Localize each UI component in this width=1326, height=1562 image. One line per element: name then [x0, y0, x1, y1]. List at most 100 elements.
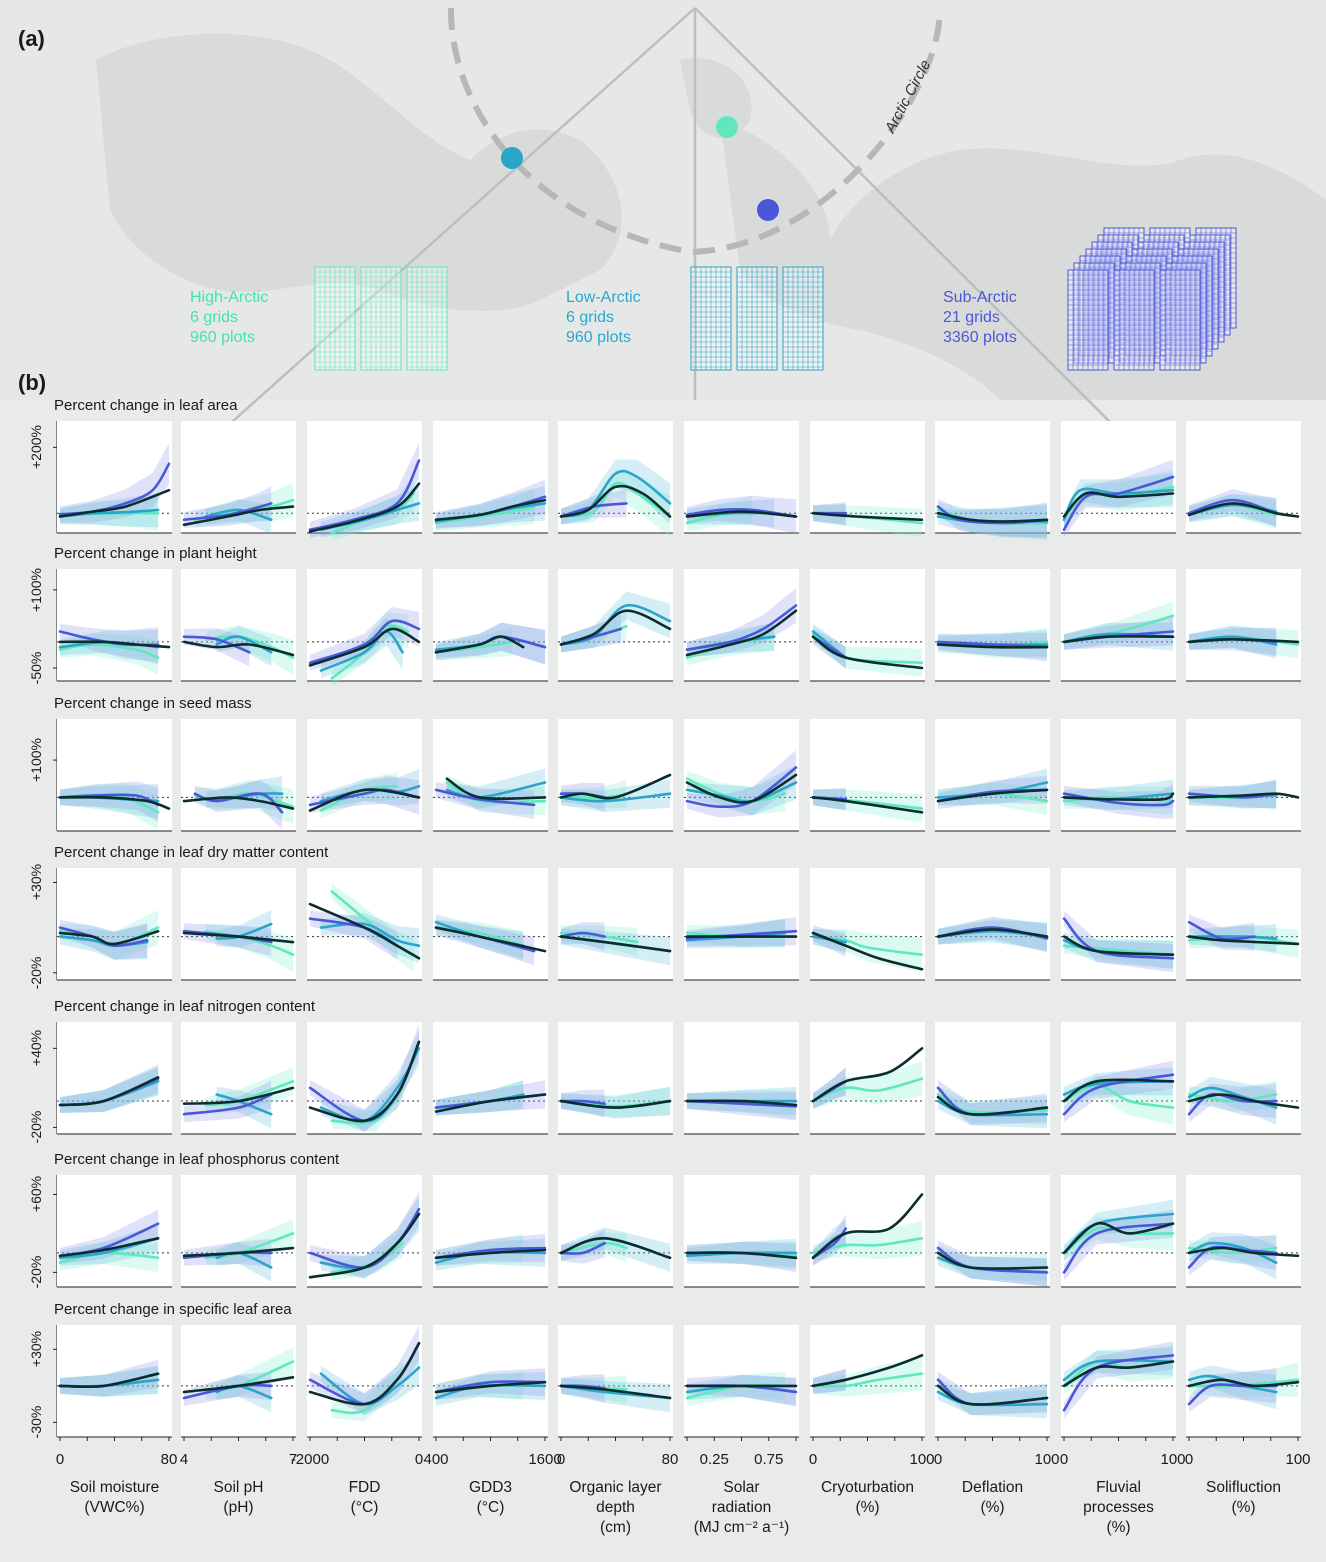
confidence-band [813, 1221, 922, 1261]
confidence-band [1064, 469, 1173, 528]
trend-line [1187, 1246, 1300, 1258]
grid-icon-high-arctic [406, 266, 448, 371]
trend-line [434, 498, 547, 522]
panel-background [935, 719, 1050, 831]
x-tick-label: 100 [1034, 1451, 1060, 1468]
trend-line [434, 1380, 547, 1394]
panel-label-b: (b) [18, 370, 47, 395]
confidence-band [436, 1238, 545, 1271]
confidence-band [687, 495, 796, 534]
panel-background [57, 569, 172, 681]
panel-6-6 [810, 1325, 925, 1438]
site-marker-low-arctic [501, 147, 523, 169]
panel-2-8 [1061, 719, 1176, 832]
x-axis-label: Soil pH (pH) [174, 1478, 304, 1518]
trend-line [936, 511, 1049, 523]
confidence-band [1064, 1344, 1173, 1394]
trend-line [319, 1366, 421, 1406]
panel-5-1 [181, 1175, 296, 1288]
trend-line [58, 1372, 160, 1389]
trend-line [1187, 920, 1256, 941]
y-tick-label: +30% [28, 1331, 44, 1368]
confidence-band [1189, 494, 1277, 529]
confidence-band [60, 910, 159, 960]
trend-line [811, 511, 924, 522]
x-axis-label: FDD (°C) [300, 1478, 430, 1518]
trend-line [182, 640, 295, 657]
panel-0-4 [558, 421, 673, 537]
panel-background [307, 421, 422, 533]
panel-5-5 [684, 1175, 799, 1288]
x-axis-label-line: FDD [348, 1479, 381, 1496]
panel-4-0 [57, 1022, 172, 1135]
row-title: Percent change in specific leaf area [54, 1301, 292, 1318]
panel-1-7 [935, 569, 1050, 682]
trend-line [434, 1093, 547, 1113]
panel-background [935, 569, 1050, 681]
confidence-band [60, 1209, 159, 1264]
panel-2-4 [558, 719, 673, 832]
panel-background [433, 1022, 548, 1134]
trend-line [811, 1193, 924, 1260]
trend-line [685, 781, 798, 803]
trend-line [434, 788, 536, 807]
trend-line [559, 481, 672, 518]
trend-line [1062, 935, 1175, 956]
trend-line [811, 796, 924, 814]
confidence-band [938, 918, 1047, 951]
trend-line [182, 502, 273, 522]
region-label-sub-arctic: Sub-Arctic 21 grids 3360 plots [943, 288, 1017, 348]
grid-icon-sub-arctic [1085, 248, 1127, 350]
trend-line [308, 627, 421, 667]
confidence-band [938, 498, 1047, 538]
trend-line [308, 1342, 421, 1406]
trend-line [58, 640, 171, 649]
trend-line [182, 1246, 295, 1258]
confidence-band [436, 479, 545, 528]
panel-4-2 [307, 1022, 422, 1135]
panel-0-6 [810, 421, 925, 538]
grid-icon-low-arctic [782, 266, 824, 371]
panel-6-4 [558, 1325, 673, 1438]
trend-line [434, 505, 536, 525]
confidence-band [1189, 1368, 1277, 1412]
panel-background [181, 1175, 296, 1287]
confidence-band [813, 925, 846, 957]
y-tick-label: +200% [28, 425, 44, 470]
panel-5-9 [1186, 1175, 1301, 1288]
panel-background [810, 719, 925, 831]
trend-line [434, 1248, 547, 1260]
panel-0-3 [433, 421, 548, 534]
panel-background [307, 719, 422, 831]
trend-line [559, 773, 672, 800]
trend-line [1062, 635, 1175, 644]
panel-5-8 [1061, 1175, 1176, 1288]
panel-3-8 [1061, 868, 1176, 981]
confidence-band [1064, 779, 1173, 811]
row-title: Percent change in seed mass [54, 695, 252, 712]
panel-background [684, 868, 799, 980]
trend-line [685, 766, 798, 809]
panel-background [1061, 569, 1176, 681]
x-tick-label: 0.25 [699, 1451, 729, 1468]
trend-line [811, 1047, 924, 1103]
panel-6-1 [181, 1325, 296, 1438]
panel-background [181, 868, 296, 980]
region-plots: 960 plots [566, 329, 631, 346]
meridian-line [231, 7, 696, 423]
panel-1-4 [558, 569, 673, 682]
panel-background [1061, 421, 1176, 533]
x-tick-label: 0 [414, 1451, 424, 1468]
x-tick-label: 7 [288, 1451, 298, 1468]
trend-line [559, 484, 672, 518]
confidence-band [436, 622, 545, 665]
x-axis-label: Cryoturbation (%) [803, 1478, 933, 1518]
confidence-band [687, 1092, 796, 1121]
panel-background [1186, 868, 1301, 980]
panel-background [810, 868, 925, 980]
trend-line [811, 1354, 924, 1388]
panel-5-3 [433, 1175, 548, 1288]
x-axis-label-line: radiation [711, 1499, 772, 1516]
x-axis-label-line: processes [1083, 1499, 1154, 1516]
